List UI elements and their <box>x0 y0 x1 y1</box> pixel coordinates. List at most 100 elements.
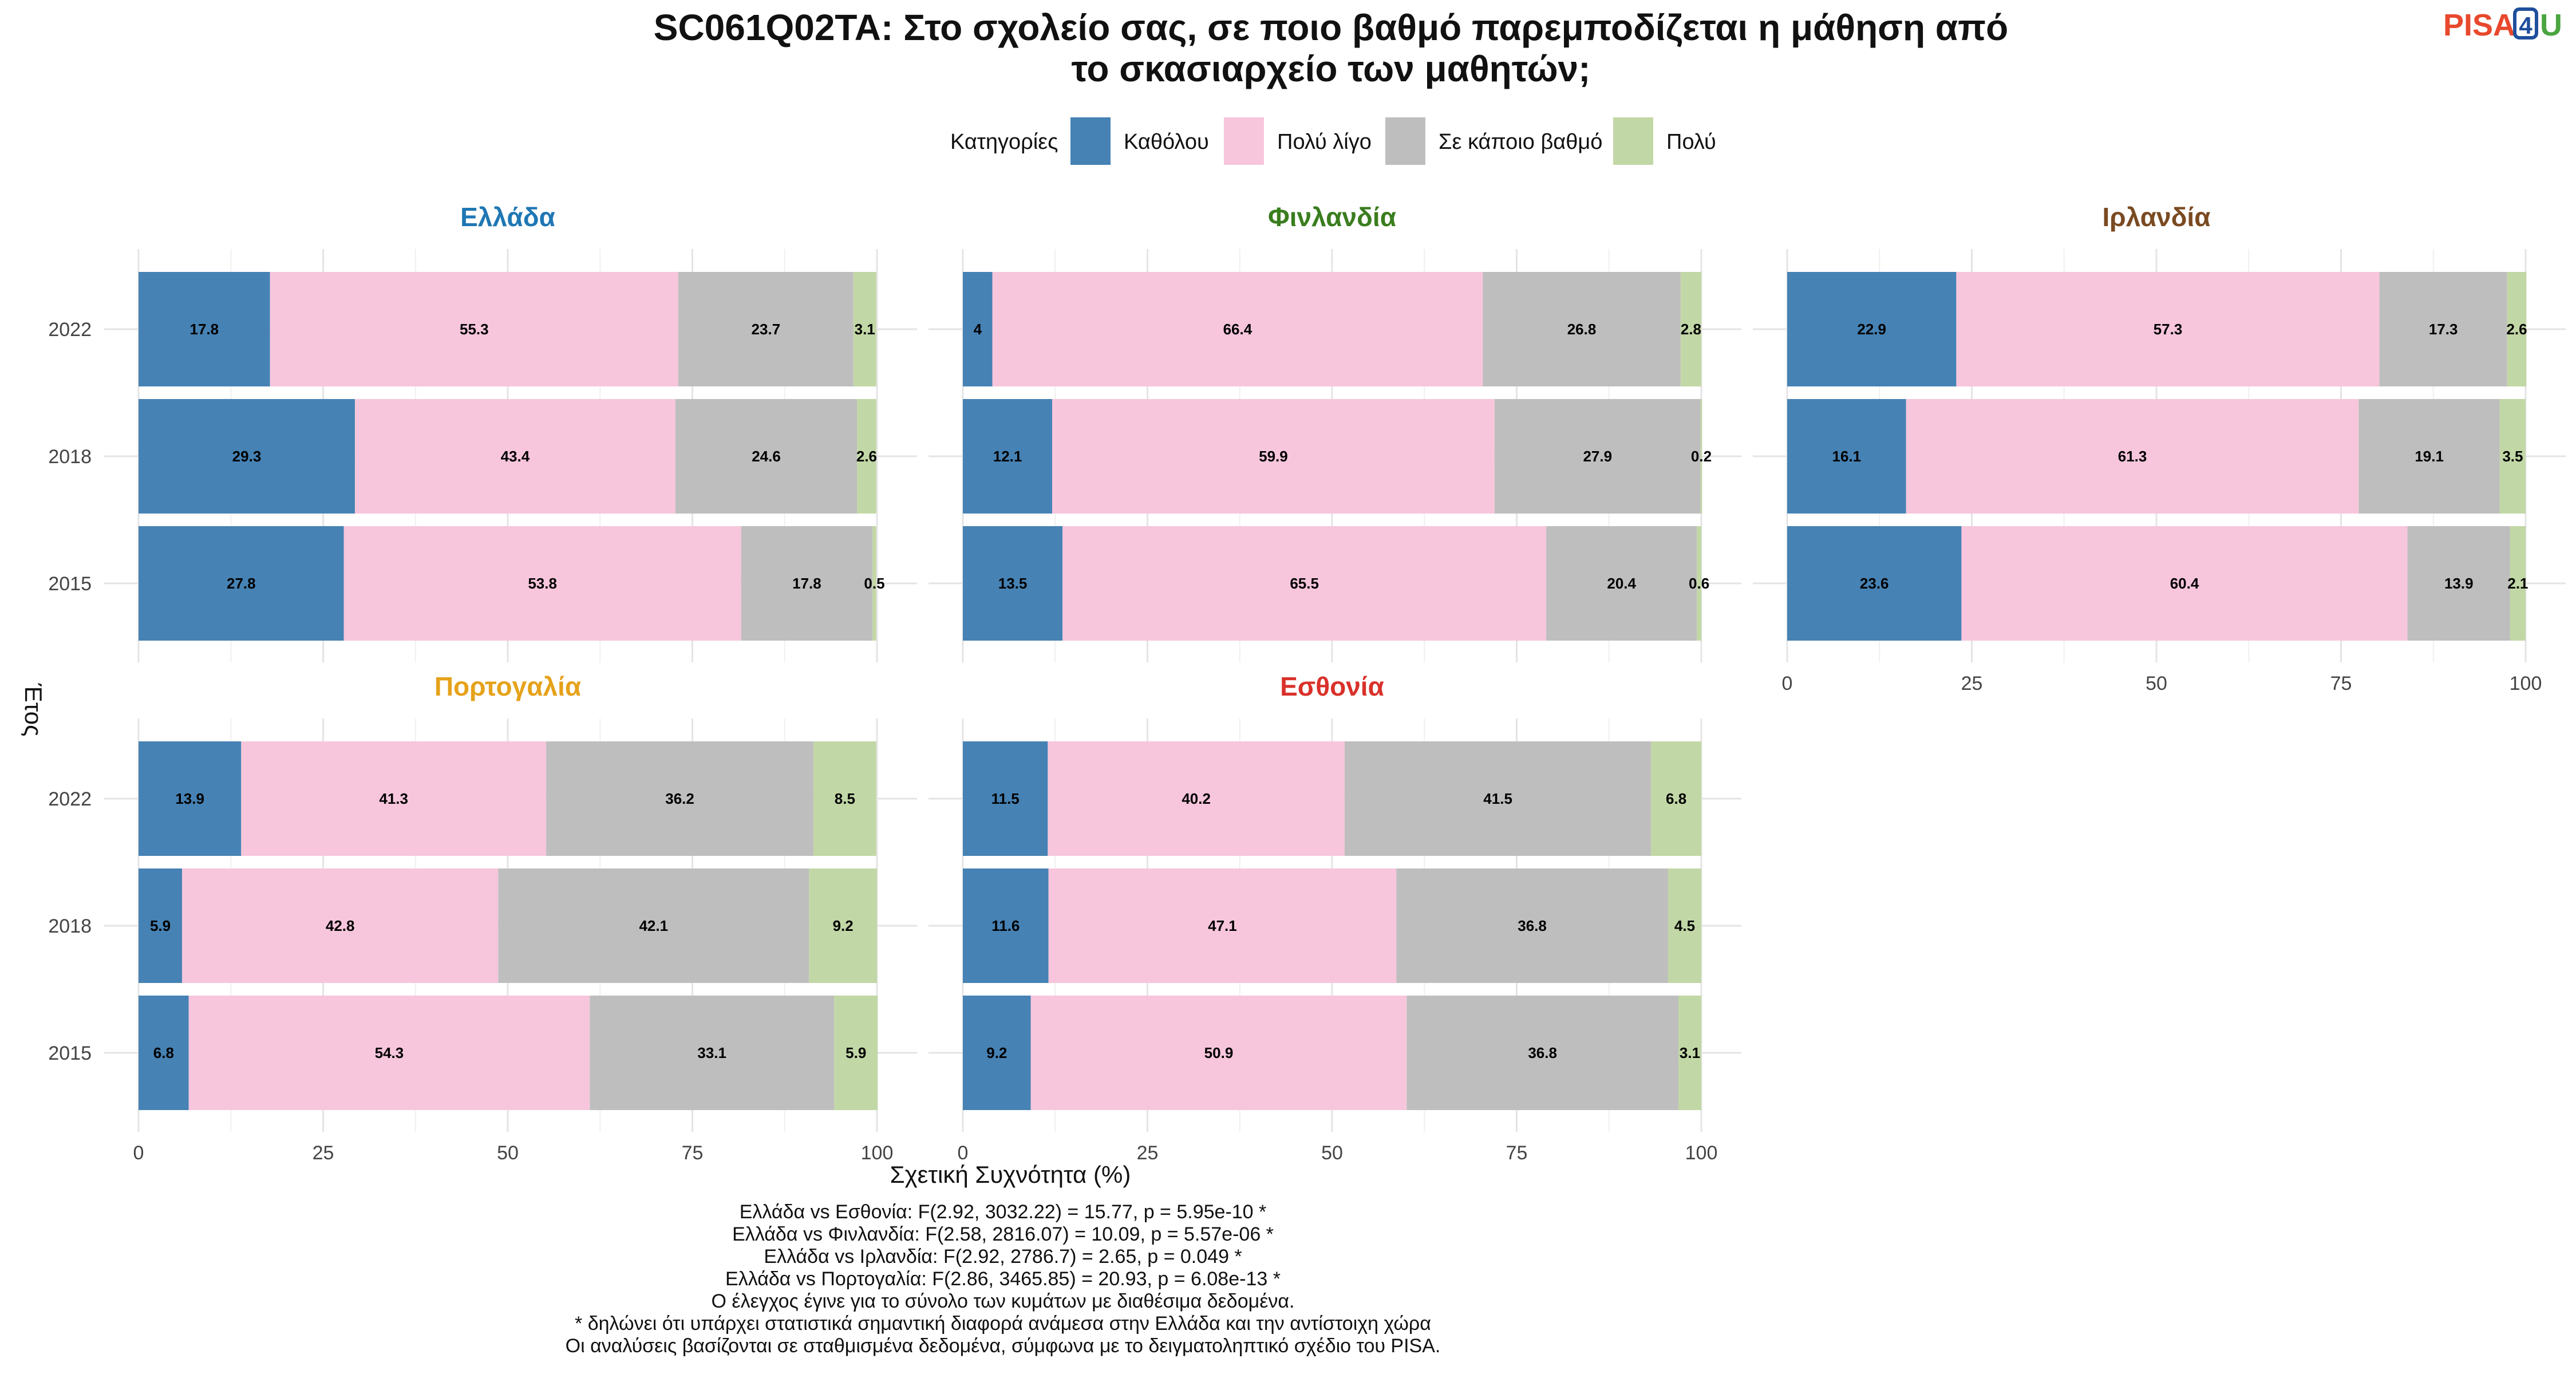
caption-line: Ελλάδα vs Ιρλανδία: F(2.92, 2786.7) = 2.… <box>764 1246 1242 1268</box>
bar-segment <box>1483 272 1681 386</box>
bar-segment <box>139 399 355 514</box>
caption-line: Ελλάδα vs Εσθονία: F(2.92, 3032.22) = 15… <box>740 1201 1267 1223</box>
bar-segment <box>241 741 547 856</box>
bar-segment <box>1700 399 1702 514</box>
legend-label-1: Καθόλου <box>1124 130 1209 154</box>
data-label: 20.4 <box>1607 575 1636 592</box>
data-label: 12.1 <box>993 448 1022 465</box>
legend-label-4: Πολύ <box>1666 130 1716 154</box>
panel-title: Ελλάδα <box>460 202 555 232</box>
bar-segment <box>1678 996 1701 1110</box>
pisa4u-logo: PISA 4 U <box>2443 7 2562 42</box>
caption-line: Ελλάδα vs Φινλανδία: F(2.58, 2816.07) = … <box>732 1223 1274 1245</box>
x-tick-label: 25 <box>1961 673 1983 694</box>
data-label: 42.1 <box>639 917 668 934</box>
data-label: 13.5 <box>998 575 1028 592</box>
data-label: 5.9 <box>150 917 171 934</box>
bar-segment <box>139 272 270 386</box>
bar-segment <box>546 741 814 856</box>
bar-segment <box>813 741 876 856</box>
data-label: 3.5 <box>2502 448 2523 465</box>
x-tick-label: 100 <box>1685 1142 1718 1164</box>
bar-segment <box>872 526 876 641</box>
data-label: 17.8 <box>190 321 219 338</box>
bar-segment <box>741 526 873 641</box>
data-label: 55.3 <box>460 321 489 338</box>
x-tick-label: 75 <box>682 1142 704 1164</box>
caption-line: Ελλάδα vs Πορτογαλία: F(2.86, 3465.85) =… <box>725 1268 1281 1290</box>
data-label: 9.2 <box>986 1044 1007 1061</box>
y-tick-label: 2018 <box>48 446 92 468</box>
data-label: 36.8 <box>1518 917 1547 934</box>
y-tick-label: 2015 <box>48 1043 92 1064</box>
bar-segment <box>498 868 809 983</box>
x-tick-label: 75 <box>2330 673 2352 694</box>
bar-segment <box>2507 272 2527 386</box>
x-tick-label: 100 <box>861 1142 894 1164</box>
data-label: 2.6 <box>2506 321 2527 338</box>
panel-title: Πορτογαλία <box>434 672 581 701</box>
bar-segment <box>1697 526 1701 641</box>
data-label: 13.9 <box>175 790 204 807</box>
bar-segment <box>963 741 1048 856</box>
data-label: 3.1 <box>855 321 875 338</box>
data-label: 53.8 <box>528 575 557 592</box>
bar-segment <box>1961 526 2408 641</box>
data-label: 16.1 <box>1832 448 1862 465</box>
data-label: 57.3 <box>2154 321 2183 338</box>
bar-segment <box>1680 272 1701 386</box>
x-tick-label: 75 <box>1506 1142 1528 1164</box>
bar-segment <box>1494 399 1701 514</box>
data-label: 0.6 <box>1689 575 1709 592</box>
data-label: 40.2 <box>1182 790 1211 807</box>
panel-title: Ιρλανδία <box>2102 202 2210 232</box>
panel-title: Φινλανδία <box>1268 202 1396 232</box>
panel-5: Εσθονία 11.5 40.2 41.5 6.8 11.6 47.1 36.8 4.5 9.2… <box>929 672 1741 1164</box>
x-tick-label: 50 <box>497 1142 519 1164</box>
bar-segment <box>182 868 499 983</box>
panel-2: Φινλανδία 4 66.4 26.8 2.8 12.1 59.9 27.9 0.2 13.5… <box>929 202 1741 662</box>
data-label: 6.8 <box>1666 790 1686 807</box>
bar-segment <box>1546 526 1697 641</box>
y-tick-label: 2018 <box>48 915 92 937</box>
bar-segment <box>590 996 835 1110</box>
chart-panels: Ελλάδα 2022 17.8 55.3 23.7 3.1 2018 29.3 43.4 24.… <box>48 202 2566 1164</box>
legend-swatch-4 <box>1613 117 1653 165</box>
data-label: 42.8 <box>326 917 355 934</box>
bar-segment <box>139 741 242 856</box>
legend-label-3: Σε κάποιο βαθμό <box>1439 130 1602 154</box>
bar-segment <box>2499 399 2526 514</box>
y-tick-label: 2015 <box>48 573 92 595</box>
bar-segment <box>1062 526 1547 641</box>
bar-segment <box>139 996 189 1110</box>
bar-segment <box>963 272 993 386</box>
data-label: 65.5 <box>1290 575 1319 592</box>
data-label: 17.8 <box>792 575 821 592</box>
data-label: 61.3 <box>2118 448 2147 465</box>
logo-text-digit: 4 <box>2519 12 2532 39</box>
data-label: 17.3 <box>2429 321 2458 338</box>
legend-title: Κατηγορίες <box>950 130 1058 154</box>
data-label: 22.9 <box>1857 321 1886 338</box>
data-label: 0.2 <box>1691 448 1712 465</box>
data-label: 41.3 <box>379 790 408 807</box>
x-tick-label: 25 <box>1137 1142 1159 1164</box>
bar-segment <box>1956 272 2380 386</box>
data-label: 19.1 <box>2415 448 2444 465</box>
x-tick-label: 100 <box>2510 673 2542 694</box>
bar-segment <box>139 526 344 641</box>
bar-segment <box>1668 868 1701 983</box>
y-tick-label: 2022 <box>48 319 92 341</box>
bar-segment <box>963 996 1031 1110</box>
panel-title: Εσθονία <box>1280 672 1384 701</box>
bar-segment <box>2407 526 2510 641</box>
caption-line: * δηλώνει ότι υπάρχει στατιστικά σημαντι… <box>575 1313 1431 1334</box>
bar-segment <box>2379 272 2507 386</box>
bar-segment <box>343 526 741 641</box>
bar-segment <box>1787 526 1962 641</box>
bar-segment <box>1651 741 1701 856</box>
bar-segment <box>2510 526 2526 641</box>
data-label: 33.1 <box>697 1044 726 1061</box>
x-tick-label: 0 <box>133 1142 144 1164</box>
